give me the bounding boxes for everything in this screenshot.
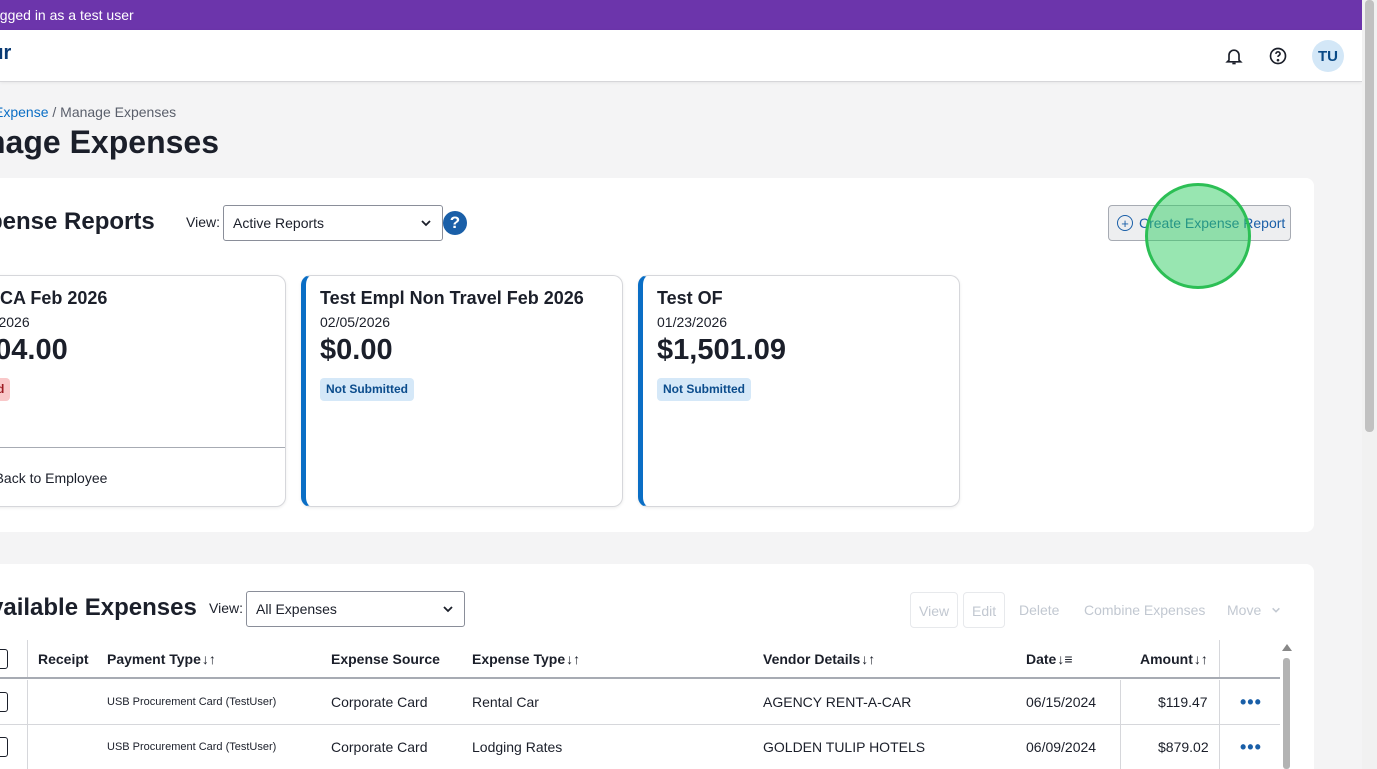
expenses-view-value: All Expenses	[256, 601, 337, 617]
report-card-amount: 304.00	[0, 334, 68, 366]
report-card-title: Test OF	[657, 288, 723, 308]
col-date-label: Date	[1026, 650, 1057, 667]
table-row[interactable]: USB Procurement Card (TestUser) Corporat…	[0, 725, 1280, 769]
plus-circle-icon: +	[1117, 215, 1133, 231]
status-badge: turned	[0, 378, 11, 401]
expenses-view-select[interactable]: All Expenses	[246, 591, 465, 627]
page-scrollbar[interactable]	[1362, 0, 1377, 769]
col-payment-type-label: Payment Type	[107, 650, 201, 667]
chevron-down-icon	[1271, 602, 1281, 618]
col-expense-type-label: Expense Type	[472, 650, 566, 667]
sort-icon: ↓↑	[1193, 650, 1208, 667]
table-row[interactable]: USB Procurement Card (TestUser) Corporat…	[0, 680, 1280, 725]
chevron-down-icon	[420, 206, 432, 240]
combine-expenses-button[interactable]: Combine Expenses	[1084, 602, 1206, 618]
report-card-date: 19/2026	[0, 314, 30, 330]
col-expense-source: Expense Source	[331, 650, 440, 667]
expenses-view-label: View:	[209, 600, 243, 616]
cell-amount: $879.02	[1158, 739, 1209, 755]
expense-actions-toolbar: View Edit Delete Combine Expenses Move	[0, 592, 1300, 628]
status-badge: Not Submitted	[657, 378, 751, 401]
cell-vendor: GOLDEN TULIP HOTELS	[763, 739, 926, 755]
cell-expense-type: Rental Car	[472, 694, 539, 710]
cell-date: 06/15/2024	[1026, 694, 1097, 710]
col-amount-label: Amount	[1140, 650, 1193, 667]
table-scroll-thumb[interactable]	[1283, 658, 1290, 769]
click-indicator	[1145, 183, 1251, 289]
breadcrumb-separator: /	[48, 104, 61, 120]
report-card[interactable]: st CA Feb 2026 19/2026 304.00 turned nt …	[0, 275, 286, 507]
report-card[interactable]: Test OF 01/23/2026 $1,501.09 Not Submitt…	[638, 275, 960, 507]
row-checkbox[interactable]	[0, 680, 8, 724]
test-user-banner: ogged in as a test user	[0, 0, 1362, 30]
move-label: Move	[1227, 602, 1262, 618]
report-card[interactable]: Test Empl Non Travel Feb 2026 02/05/2026…	[301, 275, 623, 507]
reports-help-icon[interactable]: ?	[443, 211, 467, 235]
cell-vendor: AGENCY RENT-A-CAR	[763, 694, 912, 710]
page-title: nage Expenses	[0, 124, 219, 160]
reports-view-value: Active Reports	[233, 215, 325, 231]
report-card-title: st CA Feb 2026	[0, 288, 108, 308]
cell-amount: $119.47	[1158, 694, 1208, 710]
cell-expense-type: Lodging Rates	[472, 739, 563, 755]
banner-text: ogged in as a test user	[0, 7, 134, 23]
app-logo[interactable]: ır	[0, 42, 12, 64]
table-header-row: Receipt Payment Type ↓↑ Expense Source Ex…	[0, 640, 1280, 679]
cell-payment-type: USB Procurement Card (TestUser)	[107, 696, 277, 708]
col-amount[interactable]: Amount ↓↑	[1140, 640, 1208, 677]
col-payment-type[interactable]: Payment Type ↓↑	[107, 640, 216, 677]
breadcrumb-current: Manage Expenses	[60, 104, 177, 120]
scroll-up-arrow-icon[interactable]	[1282, 644, 1292, 651]
move-button[interactable]: Move	[1227, 592, 1281, 628]
row-more-icon[interactable]: •••	[1240, 691, 1262, 712]
status-badge: Not Submitted	[320, 378, 414, 401]
report-card-date: 02/05/2026	[320, 314, 391, 330]
page-scroll-thumb[interactable]	[1365, 0, 1374, 432]
sort-desc-icon: ↓≡	[1057, 650, 1073, 667]
reports-view-select[interactable]: Active Reports	[223, 205, 443, 241]
breadcrumb: Expense / Manage Expenses	[0, 104, 176, 120]
user-avatar[interactable]: TU	[1312, 40, 1344, 72]
col-vendor-details[interactable]: Vendor Details ↓↑	[763, 640, 875, 677]
row-checkbox[interactable]	[0, 725, 8, 769]
cell-date: 06/09/2024	[1026, 739, 1097, 755]
col-date[interactable]: Date ↓≡	[1026, 640, 1073, 677]
bell-icon[interactable]	[1222, 44, 1246, 68]
reports-view-label: View:	[186, 214, 220, 230]
col-receipt: Receipt	[38, 650, 89, 667]
sort-icon: ↓↑	[861, 650, 876, 667]
row-more-icon[interactable]: •••	[1240, 736, 1262, 757]
chevron-down-icon	[442, 592, 454, 626]
sort-icon: ↓↑	[566, 650, 581, 667]
report-card-footer: nt Back to Employee	[0, 470, 108, 486]
cell-expense-source: Corporate Card	[331, 739, 428, 755]
report-card-date: 01/23/2026	[657, 314, 728, 330]
card-divider	[0, 447, 285, 448]
breadcrumb-expense-link[interactable]: Expense	[0, 104, 49, 120]
col-expense-type[interactable]: Expense Type ↓↑	[472, 640, 580, 677]
report-card-amount: $1,501.09	[657, 334, 787, 366]
select-all-checkbox[interactable]	[0, 640, 8, 677]
available-expenses-panel	[0, 564, 1314, 769]
cell-payment-type: USB Procurement Card (TestUser)	[107, 741, 277, 753]
top-bar: ır TU	[0, 30, 1362, 82]
edit-button[interactable]: Edit	[963, 592, 1006, 628]
help-icon[interactable]	[1266, 44, 1290, 68]
sort-icon: ↓↑	[201, 650, 216, 667]
cell-expense-source: Corporate Card	[331, 694, 428, 710]
available-expenses-heading: vailable Expenses	[0, 594, 197, 621]
table-scrollbar[interactable]	[1282, 644, 1292, 769]
report-card-title: Test Empl Non Travel Feb 2026	[320, 288, 584, 308]
report-card-amount: $0.00	[320, 334, 393, 366]
expense-reports-heading: pense Reports	[0, 208, 155, 235]
delete-button[interactable]: Delete	[1019, 602, 1060, 618]
col-vendor-details-label: Vendor Details	[763, 650, 861, 667]
view-button[interactable]: View	[910, 592, 959, 628]
